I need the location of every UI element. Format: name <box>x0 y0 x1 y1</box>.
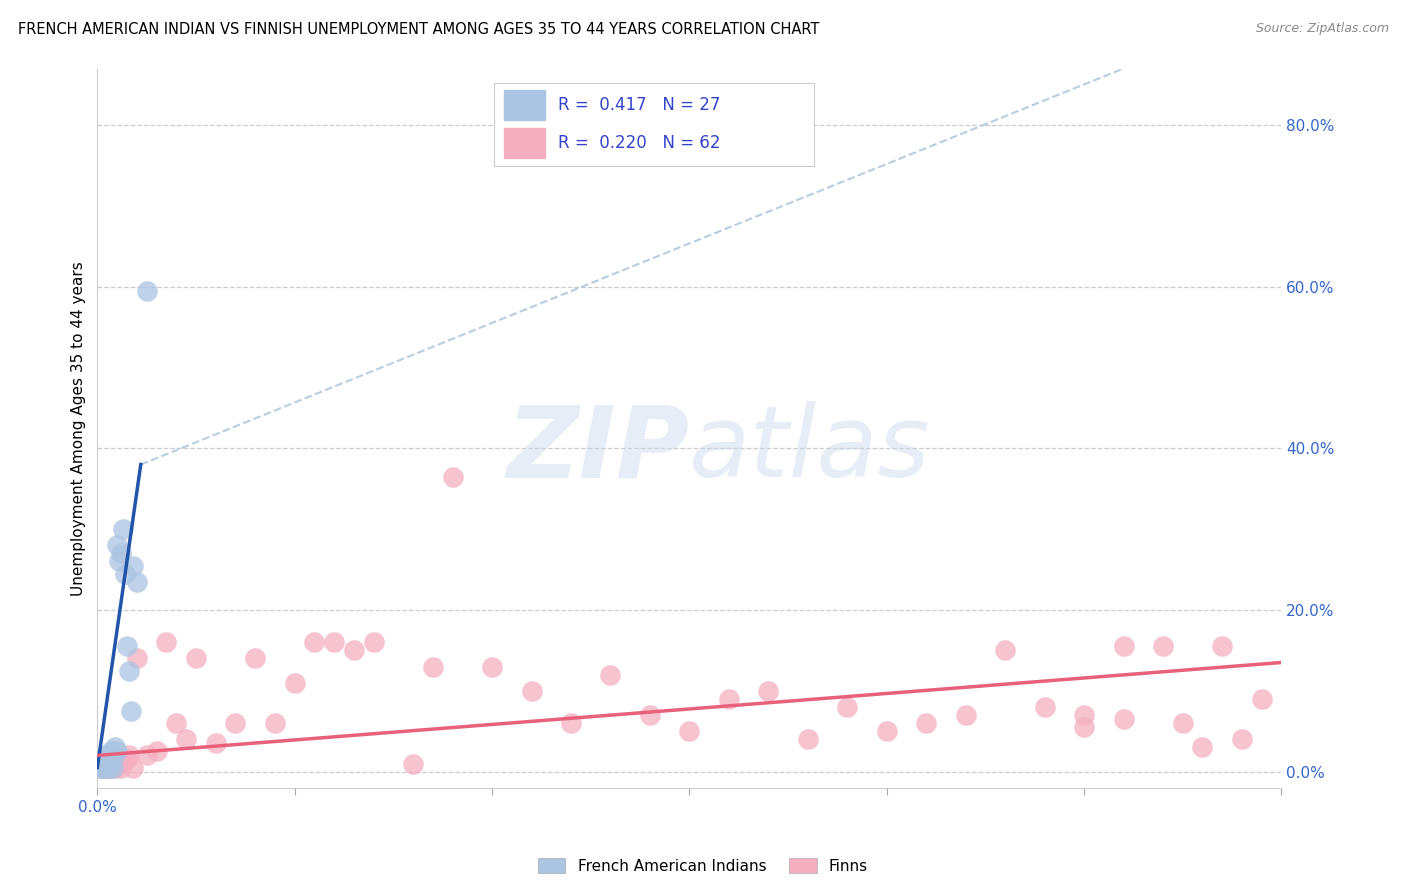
Point <box>135 284 157 298</box>
Point <box>125 574 148 589</box>
Point <box>145 744 167 758</box>
Point <box>104 740 127 755</box>
Point <box>98 760 121 774</box>
Point <box>91 760 114 774</box>
Point <box>1073 720 1095 734</box>
Legend: French American Indians, Finns: French American Indians, Finns <box>531 852 875 880</box>
Point <box>122 760 145 774</box>
Point <box>155 635 177 649</box>
Point <box>96 756 118 771</box>
Point <box>94 760 117 774</box>
Point <box>1112 640 1135 654</box>
Point <box>717 691 740 706</box>
Point <box>422 659 444 673</box>
Point <box>224 716 246 731</box>
Point <box>125 651 148 665</box>
Point <box>96 760 118 774</box>
Point <box>89 760 111 774</box>
Point <box>797 732 820 747</box>
Point <box>90 760 112 774</box>
Point <box>165 716 187 731</box>
Point <box>89 756 111 771</box>
Point <box>560 716 582 731</box>
Point <box>1211 640 1233 654</box>
Point <box>441 469 464 483</box>
Point <box>101 756 124 771</box>
Point <box>101 752 124 766</box>
Point <box>1033 700 1056 714</box>
Point <box>520 683 543 698</box>
Point <box>100 744 122 758</box>
Point <box>184 651 207 665</box>
Point <box>91 760 114 774</box>
Point <box>678 724 700 739</box>
Point <box>1152 640 1174 654</box>
Point <box>122 558 145 573</box>
Point <box>1230 732 1253 747</box>
Point <box>994 643 1017 657</box>
Point <box>343 643 366 657</box>
Point <box>105 538 128 552</box>
Point <box>955 708 977 723</box>
Point <box>323 635 346 649</box>
Point <box>111 522 134 536</box>
Point <box>96 748 118 763</box>
Point <box>101 760 124 774</box>
Point <box>108 752 131 766</box>
Point <box>245 651 267 665</box>
Point <box>264 716 287 731</box>
Point <box>114 752 136 766</box>
Text: ZIP: ZIP <box>506 401 689 499</box>
Point <box>96 756 118 771</box>
Point <box>115 640 138 654</box>
Point <box>108 554 131 568</box>
Point <box>90 760 112 774</box>
Point <box>1171 716 1194 731</box>
Point <box>115 752 138 766</box>
Point <box>105 756 128 771</box>
Point <box>837 700 859 714</box>
Point <box>1073 708 1095 723</box>
Point <box>104 760 127 774</box>
Point <box>91 756 114 771</box>
Point <box>98 752 121 766</box>
Text: FRENCH AMERICAN INDIAN VS FINNISH UNEMPLOYMENT AMONG AGES 35 TO 44 YEARS CORRELA: FRENCH AMERICAN INDIAN VS FINNISH UNEMPL… <box>18 22 820 37</box>
Point <box>1191 740 1213 755</box>
Point <box>110 546 132 560</box>
Point <box>402 756 425 771</box>
Point <box>90 756 112 771</box>
Point <box>100 760 122 774</box>
Point <box>915 716 938 731</box>
Point <box>94 752 117 766</box>
Point <box>1112 712 1135 726</box>
Point <box>105 744 128 758</box>
Point <box>98 760 121 774</box>
Point <box>304 635 326 649</box>
Point <box>756 683 779 698</box>
Point <box>481 659 503 673</box>
Y-axis label: Unemployment Among Ages 35 to 44 years: Unemployment Among Ages 35 to 44 years <box>72 260 86 596</box>
Point <box>110 760 132 774</box>
Point <box>94 760 117 774</box>
Point <box>876 724 898 739</box>
Point <box>118 748 141 763</box>
Point <box>284 675 307 690</box>
Point <box>204 736 226 750</box>
Point <box>363 635 385 649</box>
Point <box>174 732 197 747</box>
Text: atlas: atlas <box>689 401 931 499</box>
Point <box>638 708 661 723</box>
Point <box>599 667 621 681</box>
Point <box>135 748 157 763</box>
Point <box>114 566 136 581</box>
Point <box>120 704 142 718</box>
Point <box>91 756 114 771</box>
Text: Source: ZipAtlas.com: Source: ZipAtlas.com <box>1256 22 1389 36</box>
Point <box>118 664 141 678</box>
Point <box>1250 691 1272 706</box>
